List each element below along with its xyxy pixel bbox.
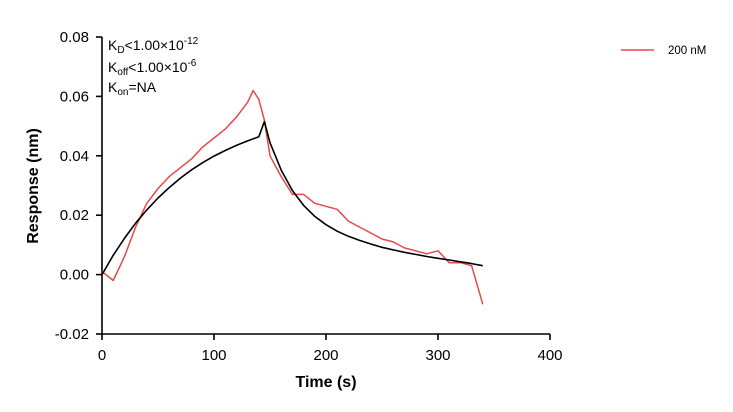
x-axis-title: Time (s) xyxy=(295,374,356,391)
kd-exponent: -12 xyxy=(183,36,199,47)
x-axis: 0 100 200 300 400 xyxy=(98,333,563,364)
y-axis: -0.02 0.00 0.02 0.04 0.06 0.08 xyxy=(55,29,103,343)
kon-sub: on xyxy=(117,87,129,98)
kd-annotation: KD<1.00×10-12 xyxy=(108,37,198,56)
x-tick-label: 400 xyxy=(537,347,562,364)
legend-label-200nm: 200 nM xyxy=(668,45,706,57)
koff-sub: off xyxy=(117,67,129,78)
kd-relation: < xyxy=(124,37,133,53)
y-tick-label: 0.02 xyxy=(60,207,89,224)
kon-relation: = xyxy=(128,79,137,95)
kon-annotation: Kon=NA xyxy=(108,80,156,98)
y-tick-label: 0.04 xyxy=(60,148,89,165)
y-tick-label: 0.00 xyxy=(60,267,89,284)
legend: 200 nM xyxy=(621,45,706,57)
y-tick-label: 0.08 xyxy=(60,29,89,46)
plot-series xyxy=(101,89,484,305)
koff-relation: < xyxy=(128,59,137,75)
x-tick-label: 100 xyxy=(201,347,226,364)
koff-exponent: -6 xyxy=(187,58,197,69)
series-line-200nm xyxy=(101,89,484,305)
kd-value: 1.00×10 xyxy=(132,37,184,53)
koff-annotation: Koff<1.00×10-6 xyxy=(108,59,196,78)
fit-curve-line xyxy=(101,120,483,276)
kon-value: NA xyxy=(136,79,157,95)
x-tick-label: 300 xyxy=(425,347,450,364)
kd-symbol: K xyxy=(108,37,118,53)
y-tick-label: 0.06 xyxy=(60,88,89,105)
x-tick-label: 200 xyxy=(313,347,338,364)
y-tick-label: -0.02 xyxy=(55,326,89,343)
koff-value: 1.00×10 xyxy=(136,59,188,75)
kd-sub: D xyxy=(117,45,125,56)
kon-symbol: K xyxy=(108,79,118,95)
x-tick-label: 0 xyxy=(98,347,106,364)
y-axis-title: Response (nm) xyxy=(25,128,42,244)
koff-symbol: K xyxy=(108,59,118,75)
